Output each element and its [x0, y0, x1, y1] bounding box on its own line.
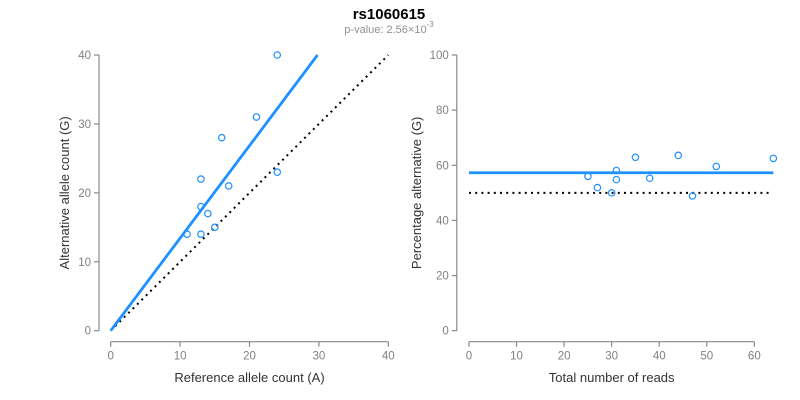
p-value-text: p-value: 2.56×10	[344, 24, 427, 36]
y-tick-label: 30	[78, 119, 91, 131]
identity-reference-line	[109, 54, 390, 332]
data-point	[273, 168, 282, 176]
fit-line	[109, 54, 319, 332]
y-tick-label: 0	[85, 326, 91, 338]
right-scatter-plot: 0 10 20 30 40 50 60 0 20 40 60 80 100 Total number of…	[409, 50, 778, 385]
x-tick-label: 10	[510, 351, 523, 363]
x-tick-label: 50	[700, 351, 713, 363]
x-axis-title: Total number of reads	[549, 370, 675, 385]
data-point	[197, 175, 205, 183]
y-tick-label: 20	[436, 271, 449, 283]
y-tick-label: 40	[78, 50, 91, 62]
figure-title: rs1060615	[352, 6, 426, 23]
x-tick-label: 40	[382, 351, 395, 363]
data-point	[607, 189, 616, 197]
x-tick-label: 30	[313, 351, 326, 363]
data-point	[645, 174, 654, 183]
x-tick-label: 60	[748, 351, 761, 363]
y-axis-title: Alternative allele count (G)	[57, 116, 72, 269]
data-point	[197, 230, 205, 239]
data-point	[224, 182, 233, 190]
data-point	[273, 51, 282, 59]
x-tick-label: 10	[174, 351, 187, 363]
data-point	[252, 113, 261, 121]
y-tick-label: 100	[430, 50, 449, 62]
y-tick-label: 10	[78, 257, 91, 269]
y-tick-label: 20	[78, 188, 91, 200]
x-tick-label: 30	[605, 351, 618, 363]
x-tick-label: 0	[107, 351, 113, 363]
data-point	[631, 153, 640, 162]
data-point	[204, 209, 212, 218]
data-point	[197, 202, 205, 211]
x-tick-label: 40	[653, 351, 666, 363]
p-value-exponent: -3	[426, 20, 434, 30]
data-point	[211, 223, 219, 232]
data-point	[769, 154, 778, 163]
data-point	[674, 151, 683, 160]
x-tick-label: 20	[243, 351, 256, 363]
data-point	[584, 172, 592, 181]
data-point	[712, 162, 721, 171]
data-point	[217, 133, 226, 142]
figure-subtitle: p-value: 2.56×10-3	[0, 21, 778, 36]
data-point	[593, 183, 602, 192]
y-tick-label: 40	[436, 215, 449, 227]
data-point	[183, 230, 191, 239]
y-tick-label: 60	[436, 160, 449, 172]
y-axis-title: Percentage alternative (G)	[409, 117, 424, 269]
x-axis-title: Reference allele count (A)	[174, 370, 324, 385]
y-tick-label: 0	[442, 326, 448, 338]
left-scatter-plot: 0 10 20 30 40 0 10 20 30 40 Reference allele count…	[57, 50, 395, 385]
data-point	[612, 166, 621, 175]
y-tick-label: 80	[436, 105, 449, 117]
data-point	[612, 175, 621, 184]
data-point	[688, 192, 697, 200]
x-tick-label: 0	[466, 351, 472, 363]
x-tick-label: 20	[558, 351, 571, 363]
